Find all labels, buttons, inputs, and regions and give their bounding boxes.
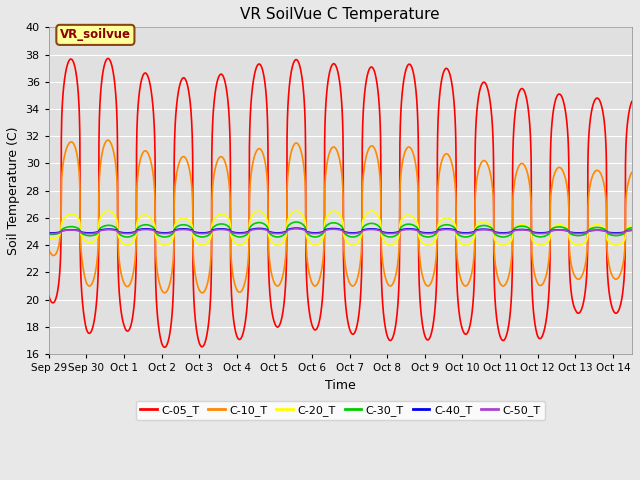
C-40_T [45, 230, 52, 236]
Title: VR SoilVue C Temperature: VR SoilVue C Temperature [241, 7, 440, 22]
C-05_T [628, 99, 636, 105]
C-40_T [292, 225, 300, 231]
C-30_T [463, 234, 470, 240]
Y-axis label: Soil Temperature (C): Soil Temperature (C) [7, 126, 20, 255]
C-20_T [628, 222, 636, 228]
C-50_T [221, 227, 228, 232]
C-40_T [221, 226, 228, 232]
C-30_T [524, 225, 531, 230]
C-20_T [612, 242, 620, 248]
C-10_T [577, 275, 585, 280]
C-50_T [199, 231, 207, 237]
C-40_T [524, 227, 531, 233]
C-05_T [577, 308, 585, 313]
C-50_T [45, 230, 52, 236]
Text: VR_soilvue: VR_soilvue [60, 28, 131, 41]
C-40_T [86, 230, 93, 236]
C-30_T [123, 234, 131, 240]
C-10_T [200, 289, 207, 295]
C-30_T [89, 232, 97, 238]
C-10_T [628, 170, 636, 176]
C-30_T [45, 231, 52, 237]
C-05_T [45, 293, 52, 299]
C-30_T [577, 232, 585, 238]
C-10_T [161, 290, 168, 296]
C-10_T [45, 247, 52, 252]
C-50_T [577, 230, 585, 236]
C-50_T [524, 228, 531, 233]
C-40_T [199, 230, 207, 236]
C-20_T [221, 212, 228, 217]
C-40_T [577, 230, 585, 236]
Line: C-40_T: C-40_T [49, 228, 632, 233]
C-10_T [221, 157, 228, 163]
Line: C-05_T: C-05_T [49, 59, 632, 348]
C-30_T [221, 221, 228, 227]
C-20_T [45, 235, 52, 240]
C-10_T [104, 137, 112, 143]
C-05_T [104, 56, 112, 61]
C-50_T [89, 230, 97, 236]
Line: C-20_T: C-20_T [49, 211, 632, 245]
C-20_T [199, 242, 207, 248]
C-40_T [89, 230, 97, 236]
C-30_T [628, 225, 636, 230]
C-20_T [524, 224, 531, 229]
C-50_T [292, 226, 300, 232]
C-05_T [161, 345, 168, 350]
C-05_T [200, 343, 207, 349]
C-10_T [89, 279, 97, 285]
Line: C-50_T: C-50_T [49, 229, 632, 234]
Line: C-10_T: C-10_T [49, 140, 632, 293]
C-30_T [199, 234, 207, 240]
C-50_T [463, 231, 470, 237]
X-axis label: Time: Time [325, 379, 356, 392]
C-50_T [628, 228, 636, 233]
C-20_T [89, 239, 97, 245]
C-05_T [463, 331, 470, 336]
C-05_T [89, 324, 97, 330]
C-05_T [221, 77, 228, 83]
C-05_T [524, 102, 531, 108]
C-20_T [104, 208, 112, 214]
Legend: C-05_T, C-10_T, C-20_T, C-30_T, C-40_T, C-50_T: C-05_T, C-10_T, C-20_T, C-30_T, C-40_T, … [136, 401, 545, 420]
C-30_T [292, 219, 300, 225]
Line: C-30_T: C-30_T [49, 222, 632, 237]
C-40_T [463, 230, 470, 236]
C-10_T [524, 171, 531, 177]
C-50_T [86, 231, 93, 237]
C-20_T [577, 242, 585, 248]
C-40_T [628, 228, 636, 233]
C-10_T [463, 283, 470, 288]
C-20_T [463, 242, 470, 248]
